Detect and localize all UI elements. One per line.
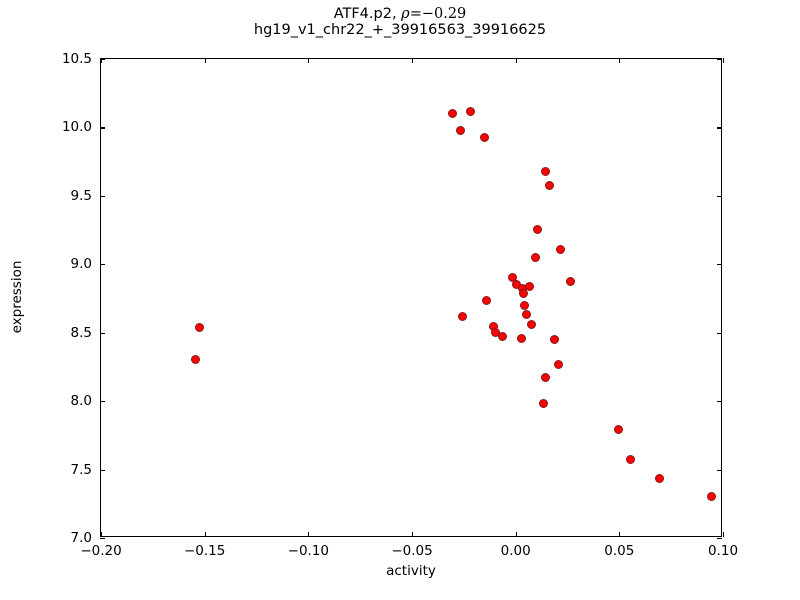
x-tick-label: −0.05	[391, 543, 433, 559]
x-tick-mark	[723, 532, 725, 537]
plot-title: ATF4.p2, ρ=−0.29 hg19_v1_chr22_+_3991656…	[0, 6, 800, 38]
plot-title-line-1: ATF4.p2, ρ=−0.29	[0, 6, 800, 23]
x-tick-label: −0.10	[287, 543, 330, 559]
title-motif: ATF4.p2,	[333, 6, 402, 22]
y-tick-mark	[100, 469, 105, 471]
x-tick-mark-top	[412, 58, 414, 63]
x-tick-mark	[101, 532, 103, 537]
y-tick-label: 10.5	[61, 51, 92, 67]
y-axis-label: expression	[9, 260, 25, 334]
data-point	[532, 224, 542, 234]
data-point	[541, 166, 551, 176]
x-tick-mark	[515, 532, 517, 537]
y-tick-mark-right	[717, 538, 722, 540]
x-axis-label: activity	[386, 563, 436, 579]
data-point	[526, 320, 536, 329]
data-point	[524, 282, 534, 292]
data-point	[482, 296, 492, 306]
y-tick-mark-right	[717, 195, 722, 197]
x-tick-mark-top	[515, 58, 517, 63]
x-tick-label: −0.20	[80, 543, 122, 559]
data-point	[613, 424, 623, 434]
data-point	[545, 181, 555, 191]
x-tick-mark-top	[619, 58, 621, 63]
data-point	[458, 312, 468, 322]
data-point	[480, 132, 490, 142]
data-point	[517, 333, 527, 343]
x-tick-label: 0.00	[500, 543, 531, 559]
data-point	[553, 359, 563, 369]
data-point	[497, 331, 507, 341]
y-tick-mark-right	[717, 401, 722, 403]
y-tick-mark-right	[717, 264, 722, 266]
data-point	[447, 108, 457, 118]
x-tick-label: −0.15	[183, 543, 226, 559]
data-point	[194, 323, 204, 333]
data-point	[539, 399, 549, 409]
y-tick-mark	[100, 538, 105, 540]
data-point	[655, 473, 665, 483]
y-tick-label: 8.5	[70, 324, 92, 341]
x-tick-mark-top	[101, 58, 103, 63]
rho-symbol: ρ	[401, 6, 410, 22]
data-point	[190, 354, 200, 364]
axes-frame: −0.20 −0.15 −0.10 −0.05 0.00 0.05 0.10 7.0 7.5 8…	[62, 51, 738, 559]
y-tick-mark	[100, 127, 105, 129]
plot-title-line-2: hg19_v1_chr22_+_39916563_39916625	[253, 21, 547, 38]
rho-value: =−0.29	[409, 6, 467, 22]
y-tick-label: 7.5	[70, 461, 92, 478]
x-tick-mark	[308, 532, 310, 537]
data-point	[626, 455, 636, 465]
y-tick-mark	[100, 264, 105, 266]
y-tick-label: 7.0	[70, 530, 92, 546]
data-point	[566, 276, 576, 286]
data-point	[530, 252, 540, 262]
data-point	[555, 244, 565, 254]
y-tick-label: 8.0	[70, 393, 92, 410]
data-point	[521, 309, 531, 319]
y-tick-mark-right	[717, 127, 722, 129]
data-point	[549, 335, 559, 345]
x-tick-mark	[619, 532, 621, 537]
y-tick-mark	[100, 195, 105, 197]
plot-data-area	[101, 59, 721, 536]
y-tick-mark	[100, 59, 105, 61]
x-tick-label: 0.05	[604, 543, 635, 559]
y-tick-mark-right	[717, 469, 722, 471]
data-point	[520, 300, 530, 310]
data-point	[707, 492, 717, 502]
x-tick-mark-top	[723, 58, 725, 63]
y-tick-label: 10.0	[61, 119, 92, 136]
x-tick-mark	[412, 532, 414, 537]
x-tick-label: 0.10	[707, 543, 739, 559]
y-tick-mark	[100, 401, 105, 403]
y-tick-mark	[100, 332, 105, 334]
data-point	[519, 289, 529, 299]
y-tick-label: 9.0	[70, 256, 92, 273]
x-tick-mark	[204, 532, 206, 537]
data-point	[541, 372, 551, 382]
data-point	[456, 126, 466, 136]
y-tick-mark-right	[717, 332, 722, 334]
y-tick-mark-right	[717, 59, 722, 61]
y-tick-label: 9.5	[70, 187, 92, 204]
data-point	[465, 106, 475, 116]
x-tick-mark-top	[308, 58, 310, 63]
x-tick-mark-top	[204, 58, 206, 63]
